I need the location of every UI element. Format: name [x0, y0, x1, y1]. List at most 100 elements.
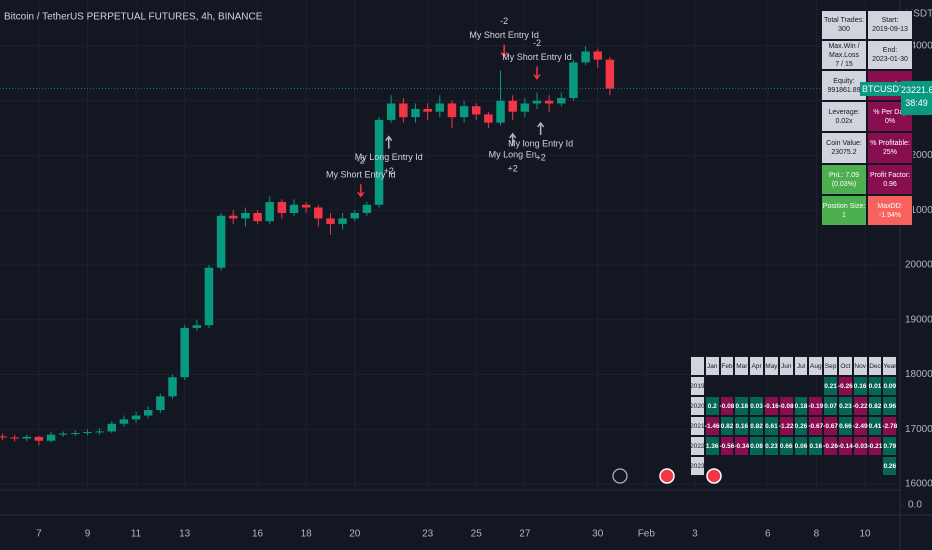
short-arrow: [357, 184, 365, 198]
candle-body: [350, 212, 360, 219]
candle-body: [399, 103, 408, 118]
x-tick-label: 25: [471, 529, 483, 540]
price-value: 23221.6: [901, 84, 932, 95]
stats-label: End:: [882, 47, 898, 54]
month-header: Feb: [719, 356, 735, 376]
signal-label: My Long Entry Id: [355, 152, 423, 162]
month-return: -0.67: [823, 416, 838, 436]
month-return: 0.01: [867, 376, 883, 396]
month-return: -0.67: [808, 416, 823, 436]
y-tick-label: 24000.0: [905, 41, 932, 52]
month-return: 0.66: [838, 416, 853, 436]
price-label: 23221.6 38:49: [901, 80, 932, 115]
stats-cell: Start: 2019-09-13: [867, 10, 913, 40]
long-arrow: [537, 121, 545, 135]
month-return: -0.34: [734, 436, 749, 456]
candle-body: [435, 103, 445, 112]
stats-label: % Profitable:: [870, 140, 910, 147]
stats-label: Position Size:: [822, 202, 866, 210]
stats-label: MaxDD:: [877, 202, 903, 210]
month-header: May: [764, 356, 779, 376]
month-header: Jun: [778, 356, 794, 376]
month-return: 0.82: [867, 396, 883, 416]
year-header: 2019: [690, 376, 705, 396]
month-return: 0.08: [749, 436, 764, 456]
signal-qty: -2: [533, 38, 541, 48]
month-header: Oct: [838, 356, 853, 376]
stats-value: 23075.2: [831, 149, 857, 156]
month-return: -2.49: [853, 416, 868, 436]
month-return: -0.26: [823, 436, 838, 456]
y-tick-label: 20000.0: [905, 260, 932, 271]
x-tick-label: 20: [349, 529, 361, 540]
stats-cell: Coin Value: 23075.2: [821, 132, 867, 164]
y-tick-label: 22000.0: [905, 150, 932, 161]
month-return: 0.23: [764, 436, 779, 456]
month-header: Nov: [852, 356, 868, 376]
month-return: 0.16: [808, 436, 824, 456]
signal-label: My Long En: [489, 149, 537, 159]
month-return: -0.14: [838, 436, 853, 456]
candle-body: [386, 103, 396, 120]
month-return: 0.82: [749, 416, 764, 436]
candle-body: [58, 433, 68, 435]
candle-body: [569, 62, 578, 98]
candle-body: [253, 212, 262, 222]
stats-value: 0%: [884, 117, 896, 125]
table-corner: [690, 356, 705, 376]
month-return: 0.79: [882, 436, 898, 456]
long-arrow: [509, 132, 517, 146]
signal-label: My long Entry Id: [508, 138, 573, 148]
stats-label: Total Trades:: [823, 17, 865, 24]
signal-label: My Short Entry Id: [502, 52, 572, 62]
stats-cell: End: 2023-01-30: [867, 40, 913, 70]
candle-body: [605, 59, 615, 89]
month-return: 1.36: [704, 436, 720, 456]
x-tick-label: 13: [179, 529, 191, 540]
candle-body: [10, 437, 19, 439]
candle-body: [423, 108, 432, 112]
candle-body: [131, 415, 141, 420]
stats-cell: Leverage: 0.02x: [821, 101, 867, 132]
month-return: 0.61: [764, 416, 779, 436]
short-arrow: [533, 66, 541, 80]
candle-body: [168, 377, 177, 397]
month-return: 0.16: [734, 416, 750, 436]
stats-value: -1.94%: [878, 211, 902, 219]
candle-body: [156, 396, 165, 411]
x-tick-label: 16: [252, 529, 264, 540]
x-tick-label: 23: [422, 529, 434, 540]
month-return: -0.56: [720, 436, 734, 456]
stats-cell: Total Trades: 300: [821, 10, 867, 40]
month-return: 0.2: [704, 396, 720, 416]
month-return: -0.03: [853, 436, 868, 456]
candle-body: [143, 410, 153, 416]
year-header: 2023: [690, 456, 705, 476]
stats-value: 25%: [882, 149, 897, 156]
stats-label: Coin Value:: [826, 140, 862, 147]
stats-value: 2023-01-30: [872, 56, 908, 63]
stats-value: 300: [838, 26, 850, 33]
month-header: Mar: [734, 356, 750, 376]
candle-body: [484, 114, 493, 123]
candle-body: [544, 100, 554, 104]
candle-body: [496, 100, 505, 123]
month-return: -1.22: [779, 416, 794, 436]
month-header: Sep: [823, 356, 838, 376]
month-return: 0.18: [734, 396, 750, 416]
candle-body: [301, 204, 311, 208]
candle-body: [83, 431, 92, 434]
short-arrow: [500, 44, 508, 58]
stats-label: Leverage:: [828, 108, 860, 116]
candle-body: [314, 207, 323, 219]
stats-label: Start:: [881, 17, 899, 24]
stats-cell: % Profitable: 25%: [867, 132, 913, 164]
candle-body: [95, 431, 104, 433]
candle-body: [411, 108, 420, 118]
candle-body: [581, 51, 590, 63]
signal-qty: -2: [357, 156, 365, 166]
stats-label: Equity:: [833, 77, 855, 85]
month-return: 0.23: [838, 396, 853, 416]
stats-value: 0.96: [883, 180, 897, 188]
